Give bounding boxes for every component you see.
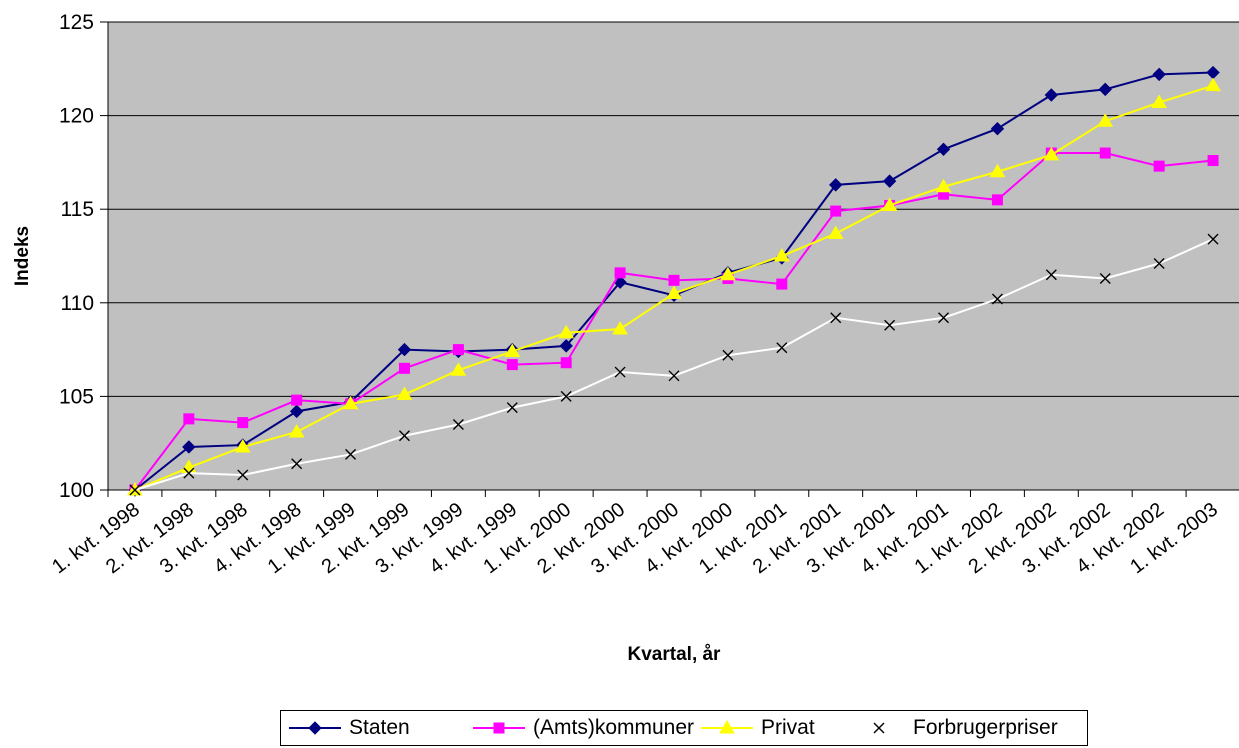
data-point-staten: [1044, 88, 1059, 102]
data-point-amts-kommuner: [506, 359, 518, 371]
data-point-privat: [288, 423, 305, 438]
data-point-privat: [612, 321, 628, 335]
data-point-staten: [990, 121, 1005, 136]
y-tick-label: 120: [59, 105, 94, 128]
legend: Staten (Amts)kommuner Privat Forbrugerprise…: [280, 710, 1088, 746]
data-point-staten: [829, 178, 843, 192]
data-point-staten: [1152, 67, 1166, 82]
data-point-privat: [396, 386, 413, 401]
data-point-amts-kommuner: [183, 413, 195, 425]
series-group: [127, 65, 1221, 497]
legend-marker: [873, 722, 885, 734]
data-point-privat: [666, 285, 682, 299]
legend-item-privat: Privat: [699, 711, 815, 745]
data-point-amts-kommuner: [452, 344, 464, 356]
data-point-amts-kommuner: [1207, 155, 1219, 167]
data-point-forbrugerpriser: [884, 319, 896, 331]
data-point-amts-kommuner: [237, 417, 249, 429]
data-point-privat: [773, 248, 790, 262]
data-point-amts-kommuner: [398, 362, 410, 374]
data-point-staten: [289, 404, 304, 419]
legend-swatch: [289, 721, 341, 735]
legend-item-amts-kommuner: (Amts)kommuner: [471, 711, 694, 745]
legend-marker: [493, 722, 505, 734]
data-point-privat: [827, 225, 844, 240]
data-point-privat: [234, 438, 251, 453]
data-point-staten: [559, 339, 573, 353]
series-privat: [127, 77, 1221, 496]
legend-label: (Amts)kommuner: [533, 716, 695, 739]
data-point-staten: [397, 342, 412, 357]
data-point-amts-kommuner: [1153, 160, 1165, 172]
data-point-privat: [1097, 113, 1114, 127]
y-tick-label: 115: [61, 198, 94, 221]
data-point-forbrugerpriser: [452, 418, 464, 430]
y-tick-label: 105: [59, 385, 94, 408]
data-point-forbrugerpriser: [776, 342, 788, 354]
data-point-amts-kommuner: [991, 194, 1003, 206]
data-point-forbrugerpriser: [1099, 272, 1111, 284]
series-forbrugerpriser: [129, 233, 1219, 496]
data-point-forbrugerpriser: [129, 484, 141, 496]
data-point-forbrugerpriser: [722, 349, 734, 361]
legend-swatch: [473, 722, 525, 734]
data-point-forbrugerpriser: [830, 312, 842, 324]
y-tick-label: 125: [59, 11, 94, 34]
legend-label: Forbrugerpriser: [913, 716, 1058, 739]
data-point-privat: [935, 178, 952, 193]
data-point-privat: [450, 362, 467, 376]
legend-marker: [719, 720, 735, 734]
data-point-forbrugerpriser: [291, 458, 303, 470]
data-point-privat: [558, 324, 575, 339]
data-point-amts-kommuner: [614, 267, 626, 279]
data-point-staten: [882, 174, 897, 188]
legend-label: Staten: [349, 716, 410, 739]
data-point-forbrugerpriser: [991, 293, 1003, 305]
data-point-forbrugerpriser: [1153, 257, 1165, 269]
data-point-amts-kommuner: [830, 205, 842, 217]
legend-item-staten: Staten: [287, 711, 410, 745]
data-point-forbrugerpriser: [938, 312, 950, 324]
data-point-staten: [182, 440, 196, 454]
y-tick-label: 110: [61, 292, 94, 315]
data-point-forbrugerpriser: [560, 390, 572, 402]
data-point-privat: [1043, 146, 1060, 161]
data-point-forbrugerpriser: [1207, 233, 1219, 245]
data-point-privat: [720, 266, 736, 281]
data-point-privat: [989, 163, 1006, 178]
data-point-forbrugerpriser: [614, 366, 626, 378]
data-point-privat: [504, 343, 521, 357]
y-axis-ticks: 100 105 110 115 120 125: [59, 11, 109, 502]
data-point-amts-kommuner: [1099, 147, 1111, 159]
data-point-forbrugerpriser: [668, 370, 680, 382]
data-point-forbrugerpriser: [237, 469, 249, 481]
data-point-forbrugerpriser: [1045, 269, 1057, 281]
data-point-staten: [1098, 82, 1112, 97]
data-point-amts-kommuner: [776, 278, 788, 290]
data-point-forbrugerpriser: [398, 430, 410, 442]
data-point-forbrugerpriser: [506, 402, 518, 414]
data-point-staten: [936, 142, 951, 157]
y-axis-label: Indeks: [12, 226, 33, 286]
data-point-privat: [342, 395, 359, 410]
legend-swatch: [873, 722, 885, 734]
legend-item-forbrugerpriser: Forbrugerpriser: [851, 711, 1058, 745]
legend-swatch: [701, 720, 753, 734]
y-tick-label: 100: [59, 479, 94, 502]
legend-marker: [308, 721, 322, 735]
data-point-forbrugerpriser: [183, 467, 195, 479]
data-point-privat: [881, 197, 898, 211]
x-axis-label: Kvartal, år: [628, 644, 722, 665]
legend-label: Privat: [761, 716, 815, 739]
data-point-amts-kommuner: [560, 357, 572, 369]
data-point-amts-kommuner: [668, 274, 680, 286]
data-point-privat: [1205, 77, 1221, 92]
data-point-privat: [1151, 94, 1168, 108]
data-point-amts-kommuner: [291, 394, 303, 406]
data-point-forbrugerpriser: [345, 448, 357, 460]
